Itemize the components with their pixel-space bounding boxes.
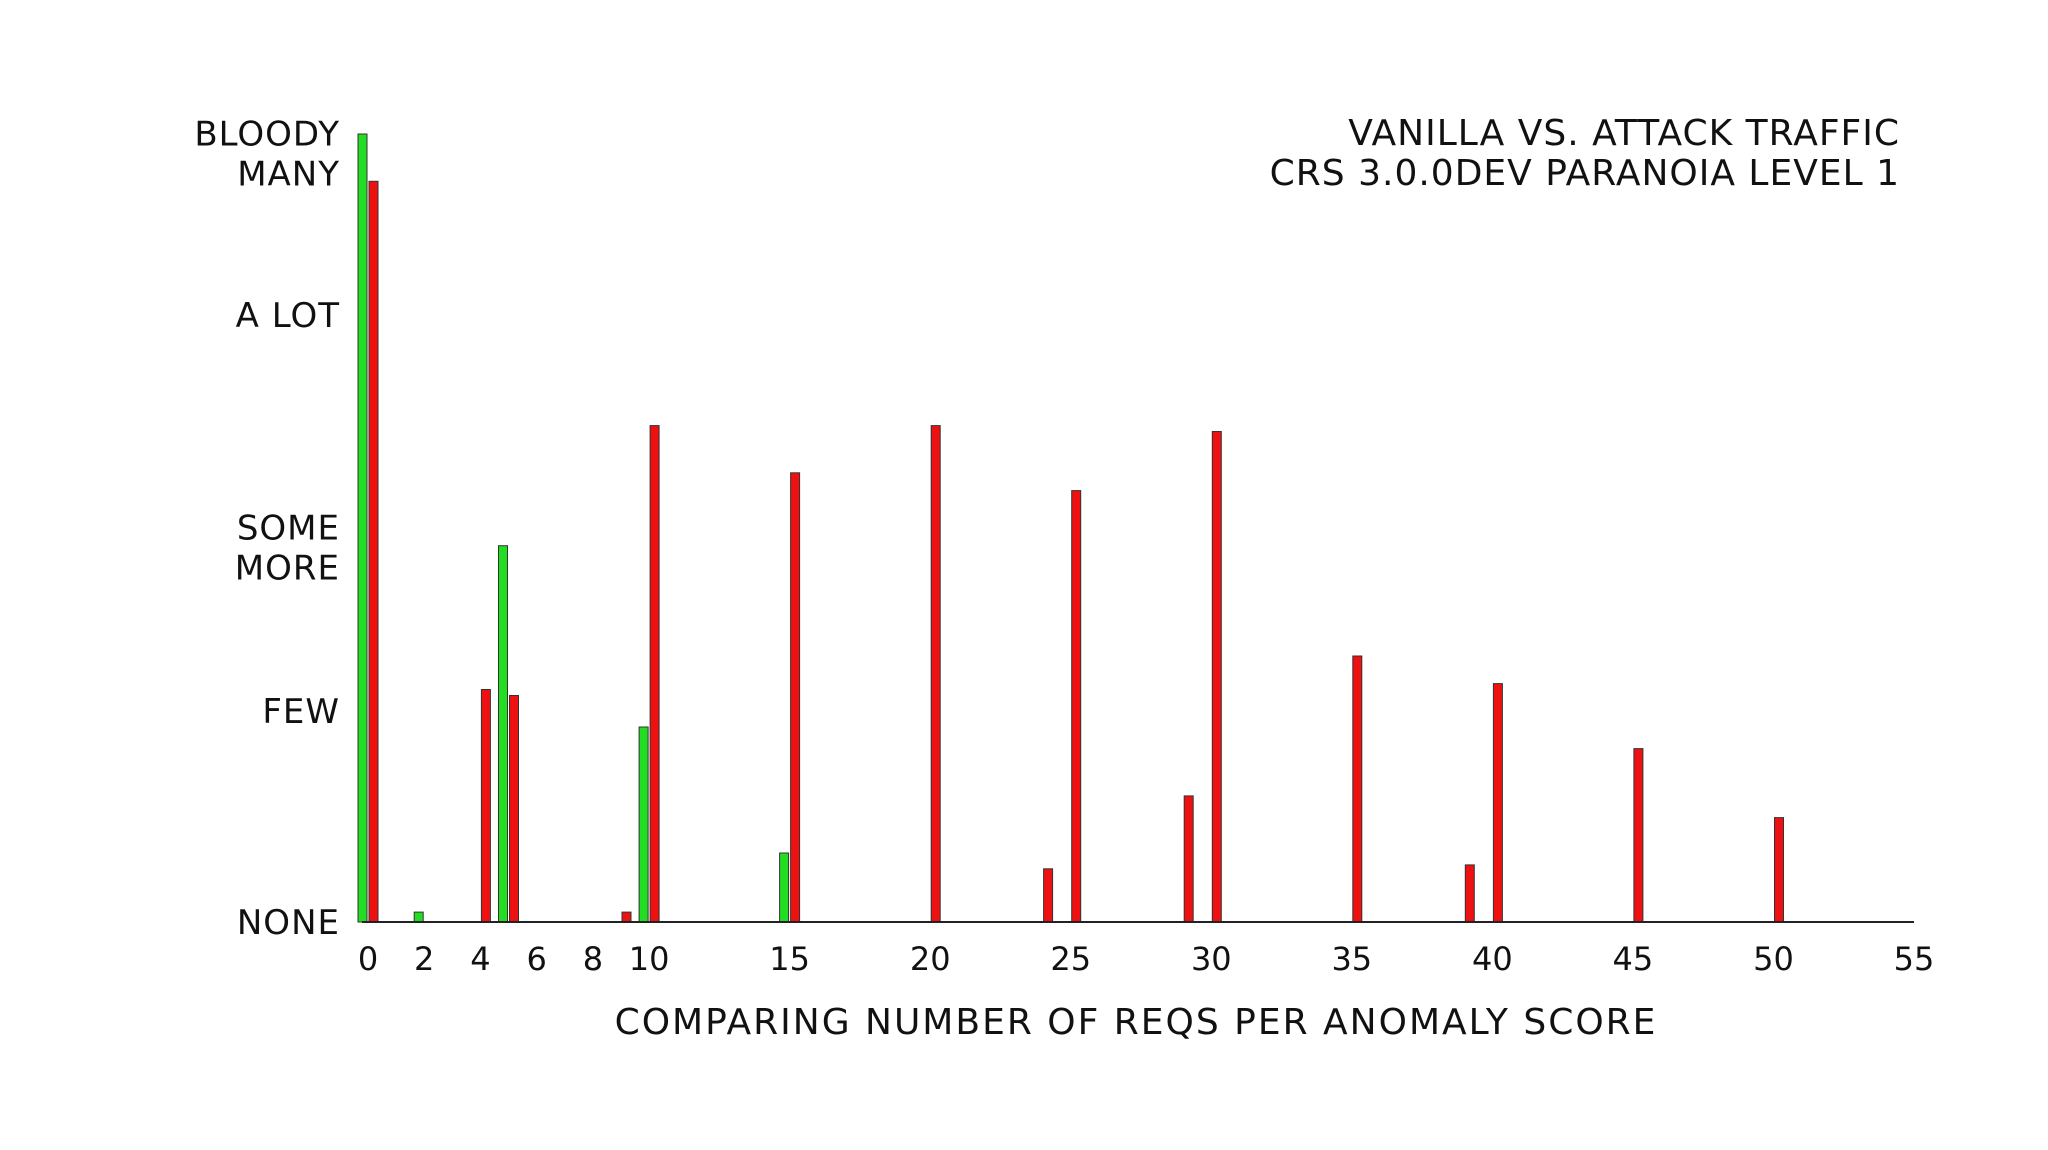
bar-series-1-x-5: [498, 545, 508, 923]
x-axis-label: COMPARING NUMBER OF REQS PER ANOMALY SCO…: [615, 1002, 1658, 1043]
x-tick-label: 50: [1753, 940, 1794, 978]
bar-series-2-x-45: [1633, 748, 1644, 923]
y-tick-label: MORE: [235, 549, 340, 589]
bar-series-1-x-2: [413, 911, 424, 923]
x-tick-label: 6: [527, 940, 547, 978]
x-tick-label: 20: [910, 940, 951, 978]
bar-series-2-x-9: [621, 911, 632, 923]
bar-series-2-x-0: [368, 180, 379, 923]
x-tick-label: 10: [629, 940, 670, 978]
bar-series-2-x-39: [1464, 864, 1475, 923]
x-tick-label: 8: [583, 940, 603, 978]
bar-series-2-x-29: [1183, 795, 1194, 923]
x-tick-label: 30: [1191, 940, 1232, 978]
y-tick-label: A LOT: [236, 296, 340, 336]
chart-title-line-1: VANILLA VS. ATTACK TRAFFIC: [1348, 113, 1900, 154]
x-tick-label: 40: [1472, 940, 1513, 978]
bar-series-2-x-20: [930, 425, 941, 923]
x-tick-label: 0: [358, 940, 378, 978]
bar-series-2-x-35: [1352, 655, 1363, 923]
bar-series-1-x-0: [357, 133, 368, 923]
bar-series-2-x-40: [1492, 683, 1503, 923]
chart-title-line-2: CRS 3.0.0DEV PARANOIA LEVEL 1: [1270, 153, 1900, 194]
bar-series-2-x-4: [480, 689, 491, 923]
bar-series-2-x-15: [790, 472, 801, 923]
bar-series-2-x-24: [1043, 868, 1054, 923]
bar-series-2-x-10: [649, 425, 660, 923]
bar-series-2-x-50: [1774, 817, 1784, 923]
x-tick-label: 4: [470, 940, 490, 978]
x-tick-label: 25: [1050, 940, 1091, 978]
y-tick-label: MANY: [237, 155, 340, 195]
y-tick-label: NONE: [237, 903, 340, 943]
bar-series-1-x-15: [779, 852, 790, 923]
x-tick-label: 35: [1331, 940, 1372, 978]
x-tick-label: 2: [414, 940, 434, 978]
x-tick-labels: 0 2 4 6 8 10 15 20 25 30 35 40 45 50 55: [358, 940, 1935, 978]
bar-series-2-x-30: [1211, 431, 1222, 923]
bar-series-2-x-25: [1071, 490, 1082, 923]
x-tick-label: 15: [769, 940, 810, 978]
bar-series-2-x-5: [509, 695, 519, 923]
x-tick-label: 45: [1613, 940, 1654, 978]
bar-series-1-x-10: [638, 726, 649, 923]
y-tick-label: FEW: [262, 692, 340, 732]
y-tick-label: BLOODY: [194, 115, 340, 155]
x-tick-label: 55: [1894, 940, 1935, 978]
y-tick-label: SOME: [237, 509, 340, 549]
